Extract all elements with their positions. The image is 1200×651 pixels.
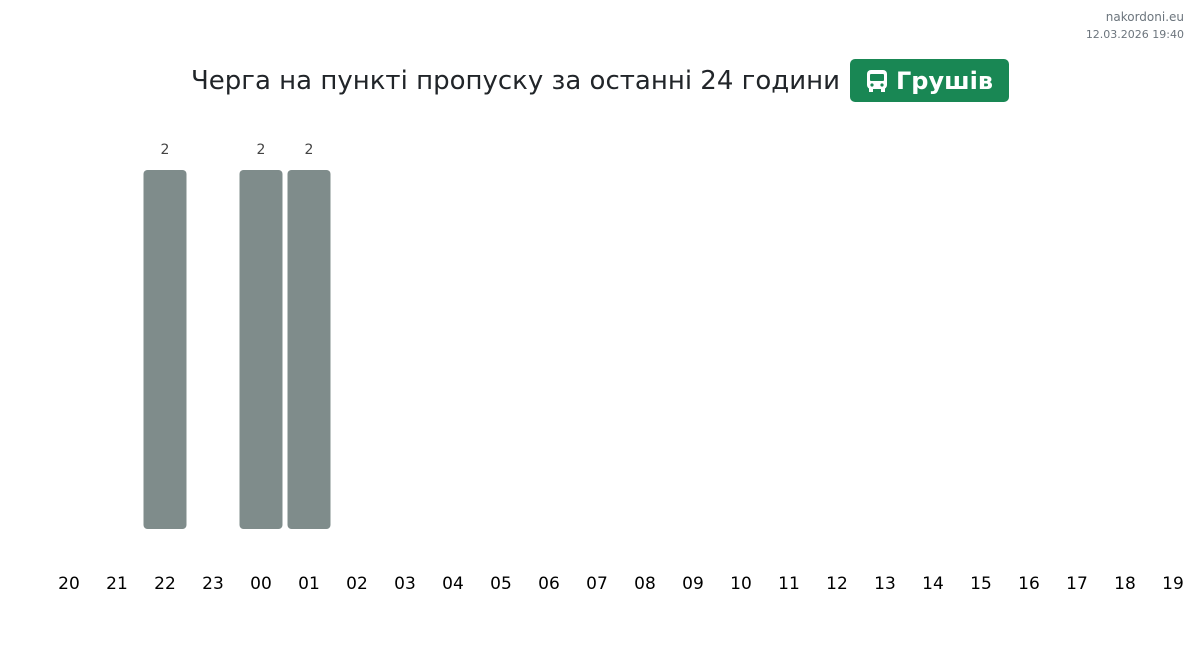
x-tick-label: 07 xyxy=(586,574,608,594)
x-tick-label: 10 xyxy=(730,574,752,594)
site: nakordoni.eu xyxy=(1105,10,1184,24)
timestamp: 12.03.2026 19:40 xyxy=(1085,28,1184,41)
x-tick-label: 03 xyxy=(394,574,416,594)
badge: Грушів xyxy=(850,59,1010,102)
x-tick-label: 13 xyxy=(874,574,896,594)
x-tick-label: 05 xyxy=(490,574,512,594)
bus-icon xyxy=(867,69,887,92)
x-tick-label: 17 xyxy=(1066,574,1088,594)
value-label: 2 xyxy=(305,142,314,158)
value-label: 2 xyxy=(161,142,170,158)
bar xyxy=(287,170,331,529)
badge-text: Грушів xyxy=(896,66,994,95)
x-tick-label: 06 xyxy=(538,574,560,594)
x-tick-label: 23 xyxy=(202,574,224,594)
x-tick-label: 14 xyxy=(922,574,944,594)
x-tick-label: 15 xyxy=(970,574,992,594)
bar xyxy=(239,170,283,529)
x-tick-label: 04 xyxy=(442,574,464,594)
x-tick-label: 12 xyxy=(826,574,848,594)
header: Черга на пункті пропуску за останні 24 г… xyxy=(0,59,1200,102)
x-tick-label: 09 xyxy=(682,574,704,594)
x-tick-label: 20 xyxy=(58,574,80,594)
bar xyxy=(143,170,187,529)
x-tick-label: 00 xyxy=(250,574,272,594)
x-tick-label: 21 xyxy=(106,574,128,594)
x-tick-label: 11 xyxy=(778,574,800,594)
x-tick-label: 01 xyxy=(298,574,320,594)
value-label: 2 xyxy=(257,142,266,158)
x-tick-label: 22 xyxy=(154,574,176,594)
x-tick-label: 16 xyxy=(1018,574,1040,594)
meta: nakordoni.eu 12.03.2026 19:40 xyxy=(1086,9,1184,43)
x-tick-label: 18 xyxy=(1114,574,1136,594)
x-tick-label: 02 xyxy=(346,574,368,594)
x-tick-label: 08 xyxy=(634,574,656,594)
x-tick-label: 19 xyxy=(1162,574,1184,594)
chart-title: Черга на пункті пропуску за останні 24 г… xyxy=(190,65,840,96)
